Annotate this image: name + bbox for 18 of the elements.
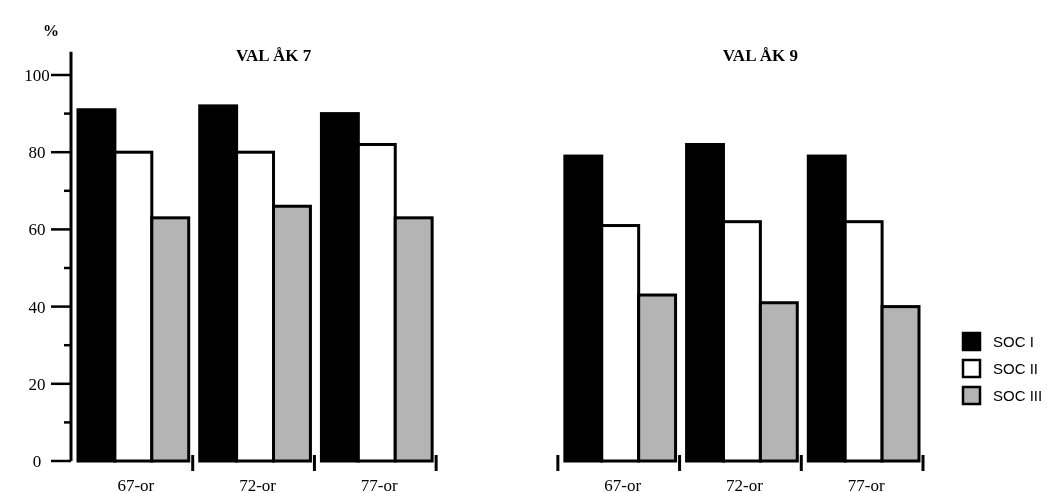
legend-label: SOC I xyxy=(993,333,1034,351)
legend-label: SOC II xyxy=(993,360,1039,378)
y-tick-label: 40 xyxy=(28,297,46,317)
x-tick-label: 72-or xyxy=(239,476,277,493)
x-tick-label: 67-or xyxy=(117,476,155,493)
y-tick-label: 0 xyxy=(32,451,42,471)
annotation: VAL ÅK 7 xyxy=(235,46,312,65)
x-tick-label: 77-or xyxy=(360,476,399,493)
annotation: VAL ÅK 9 xyxy=(722,46,799,65)
legend-label: SOC III xyxy=(993,387,1043,405)
y-axis-title: % xyxy=(43,22,59,39)
y-tick-label: 80 xyxy=(28,143,46,163)
x-tick-label: 72-or xyxy=(726,476,764,493)
y-tick-label: 60 xyxy=(28,220,46,240)
x-tick-label: 67-or xyxy=(604,476,642,493)
y-tick-label: 100 xyxy=(24,65,50,85)
x-tick-label: 77-or xyxy=(847,476,885,493)
y-tick-label: 20 xyxy=(28,374,46,394)
